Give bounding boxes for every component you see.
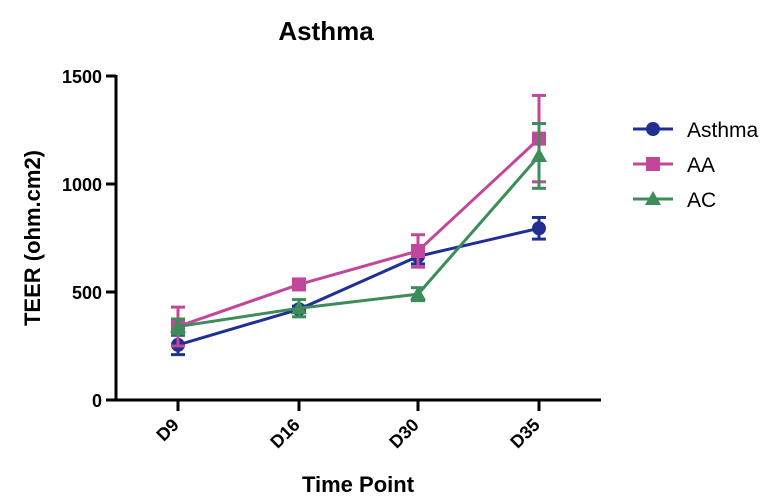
x-axis-label: Time Point <box>302 472 415 497</box>
legend-marker <box>646 157 660 171</box>
data-point <box>169 318 187 333</box>
x-tick-label: D35 <box>506 415 543 452</box>
x-tick-label: D30 <box>385 415 422 452</box>
series-ac <box>169 122 548 336</box>
y-axis-label: TEER (ohm.cm2) <box>20 150 45 326</box>
legend-label: Asthma <box>687 119 759 142</box>
data-point <box>411 243 425 258</box>
legend-item-aa: AA <box>633 154 715 177</box>
legend-item-asthma: Asthma <box>633 119 759 142</box>
series-line <box>177 137 541 328</box>
legend-marker <box>644 190 662 206</box>
data-point <box>532 221 546 236</box>
chart-title: Asthma <box>278 16 374 46</box>
series-layer <box>169 93 548 357</box>
legend-item-ac: AC <box>633 189 716 212</box>
series-asthma <box>171 215 546 357</box>
data-point <box>292 277 306 292</box>
y-tick-label: 1500 <box>62 67 102 87</box>
data-point <box>290 300 308 315</box>
y-tick-label: 1000 <box>62 175 102 195</box>
data-point <box>409 286 427 301</box>
series-line <box>177 226 540 347</box>
data-point <box>530 147 548 162</box>
legend-marker <box>646 122 660 136</box>
x-tick-label: D9 <box>152 415 182 445</box>
series-aa <box>171 93 546 348</box>
series-line <box>177 154 541 329</box>
y-tick-label: 0 <box>92 391 102 411</box>
legend: Asthma AA AC <box>633 119 759 212</box>
x-tick-label: D16 <box>266 415 303 452</box>
legend-label: AC <box>687 189 716 212</box>
legend-label: AA <box>687 154 715 177</box>
y-tick-label: 500 <box>72 283 102 303</box>
axes: 0 500 1000 1500 D9 D16 D30 D35 <box>62 67 601 452</box>
